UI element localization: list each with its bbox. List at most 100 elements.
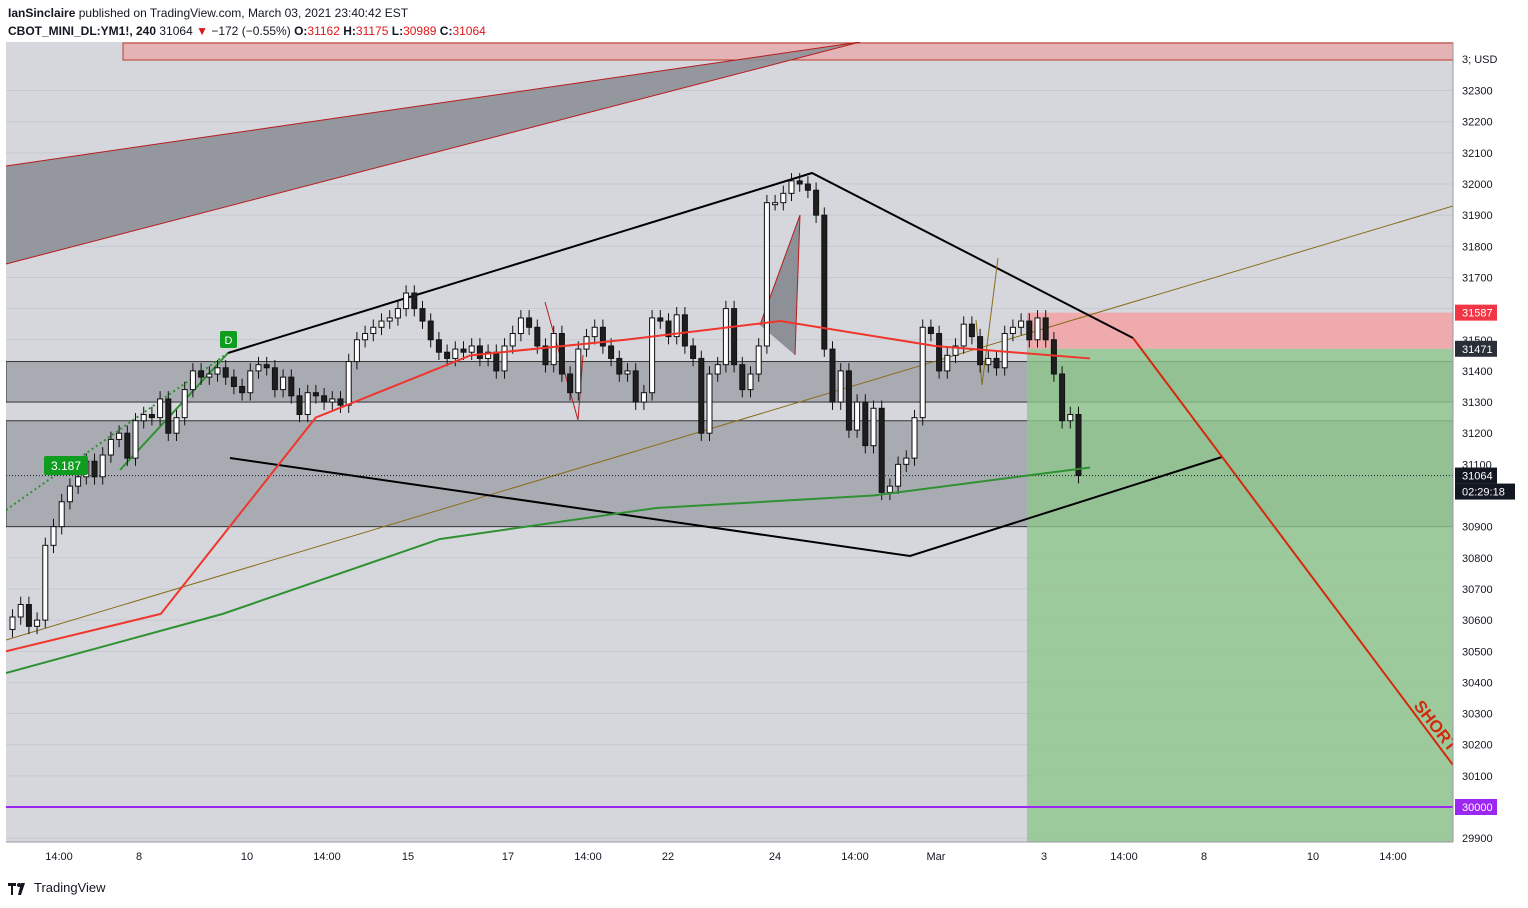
candle-up xyxy=(747,373,754,391)
candle-down xyxy=(444,351,451,359)
candle-up xyxy=(509,333,516,347)
candle-down xyxy=(731,308,738,366)
candle-up xyxy=(763,202,770,347)
candle-up xyxy=(919,326,926,419)
time-tick-label: 8 xyxy=(1201,851,1207,863)
high-value: 31175 xyxy=(355,24,389,38)
time-tick-label: 15 xyxy=(402,851,414,863)
candle-up xyxy=(280,376,287,391)
candle-up xyxy=(780,192,787,204)
channel-lower-line xyxy=(6,42,861,265)
candle-up xyxy=(140,414,147,422)
candle-up xyxy=(673,314,680,338)
candle-down xyxy=(1059,373,1066,422)
candle-up xyxy=(772,202,779,206)
price-tag-label: 30000 xyxy=(1462,802,1493,814)
price-tick-label: 30400 xyxy=(1462,677,1493,689)
candle-up xyxy=(903,457,910,465)
stop-loss-zone xyxy=(1027,312,1453,349)
price-tick-label: 32100 xyxy=(1462,148,1493,160)
candle-up xyxy=(1018,320,1025,328)
symbol-label[interactable]: CBOT_MINI_DL:YM1!, 240 xyxy=(8,24,157,38)
time-tick-label: 10 xyxy=(1307,851,1319,863)
price-tick-label: 31400 xyxy=(1462,366,1493,378)
candle-up xyxy=(9,616,16,630)
candle-up xyxy=(468,345,475,353)
candle-down xyxy=(558,333,565,375)
candle-up xyxy=(116,432,123,440)
candle-down xyxy=(337,398,344,406)
candle-up xyxy=(132,420,139,459)
candle-down xyxy=(845,370,852,431)
candle-up xyxy=(854,401,861,431)
symbol-line: CBOT_MINI_DL:YM1!, 240 31064 ▼ −172 (−0.… xyxy=(8,22,486,40)
candle-down xyxy=(312,392,319,397)
time-tick-label: 24 xyxy=(769,851,781,863)
price-tick-label: 30600 xyxy=(1462,615,1493,627)
candle-down xyxy=(91,460,98,478)
price-axis-bg xyxy=(1453,42,1522,842)
time-tick-label: 14:00 xyxy=(313,851,341,863)
price-tick-label: 31900 xyxy=(1462,210,1493,222)
candle-down xyxy=(476,345,483,359)
candle-down xyxy=(829,348,836,403)
candle-up xyxy=(370,326,377,335)
price-axis[interactable]: 3; USD 32300 32200 32100 32000 31900 31800 3170… xyxy=(1452,42,1522,845)
candle-down xyxy=(296,395,303,416)
candle-up xyxy=(214,367,221,375)
candle-down xyxy=(542,345,549,366)
price-tick-label: 31200 xyxy=(1462,428,1493,440)
candle-down xyxy=(968,323,975,338)
candle-up xyxy=(247,370,254,394)
time-tick-label: Mar xyxy=(927,851,946,863)
candle-up xyxy=(304,392,311,416)
candle-up xyxy=(181,389,188,419)
countdown-label: 02:29:18 xyxy=(1462,487,1505,499)
author-name[interactable]: IanSinclaire xyxy=(8,6,76,20)
candle-up xyxy=(1067,414,1074,422)
countdown-tag xyxy=(1455,483,1515,500)
candle-down xyxy=(230,376,237,387)
tradingview-brand[interactable]: TradingView xyxy=(34,880,106,895)
time-axis-bg xyxy=(6,842,1453,870)
candle-up xyxy=(517,317,524,335)
candle-down xyxy=(804,183,811,191)
candle-down xyxy=(993,357,1000,369)
price-tick-label: 32300 xyxy=(1462,86,1493,98)
price-tick-label: 30700 xyxy=(1462,584,1493,596)
take-profit-zone xyxy=(1027,348,1453,842)
candle-up xyxy=(452,348,459,359)
high-label: H: xyxy=(343,24,356,38)
candle-down xyxy=(616,357,623,375)
time-axis[interactable]: 14:00 8 10 14:00 15 17 14:00 22 24 14:00 Mar 3 14:00… xyxy=(6,841,1453,870)
tradingview-logo-icon xyxy=(8,881,28,895)
candle-up xyxy=(378,320,385,328)
candle-down xyxy=(239,385,246,394)
down-triangle-icon: ▼ xyxy=(196,24,208,38)
price-tick-label: 31800 xyxy=(1462,241,1493,253)
candle-up xyxy=(394,308,401,319)
pattern-leg-2 xyxy=(759,214,801,356)
candle-up xyxy=(788,180,795,194)
pattern-point-label: D xyxy=(225,335,233,347)
candle-up xyxy=(362,333,369,341)
candle-down xyxy=(493,351,500,372)
candle-down xyxy=(1026,320,1033,341)
candle-down xyxy=(665,320,672,338)
candle-up xyxy=(575,348,582,394)
price-tick-label: 30100 xyxy=(1462,771,1493,783)
price-tag-label: 31471 xyxy=(1462,344,1493,356)
candle-up xyxy=(485,351,492,359)
time-tick-label: 22 xyxy=(662,851,674,863)
candle-down xyxy=(222,367,229,378)
candle-up xyxy=(189,370,196,391)
candle-up xyxy=(960,323,967,347)
candle-down xyxy=(796,180,803,185)
candle-up xyxy=(911,417,918,459)
price-tag-label: 31587 xyxy=(1462,308,1493,320)
time-tick-label: 14:00 xyxy=(1379,851,1407,863)
candle-up xyxy=(17,604,24,618)
ema-fast-line xyxy=(6,320,1091,653)
